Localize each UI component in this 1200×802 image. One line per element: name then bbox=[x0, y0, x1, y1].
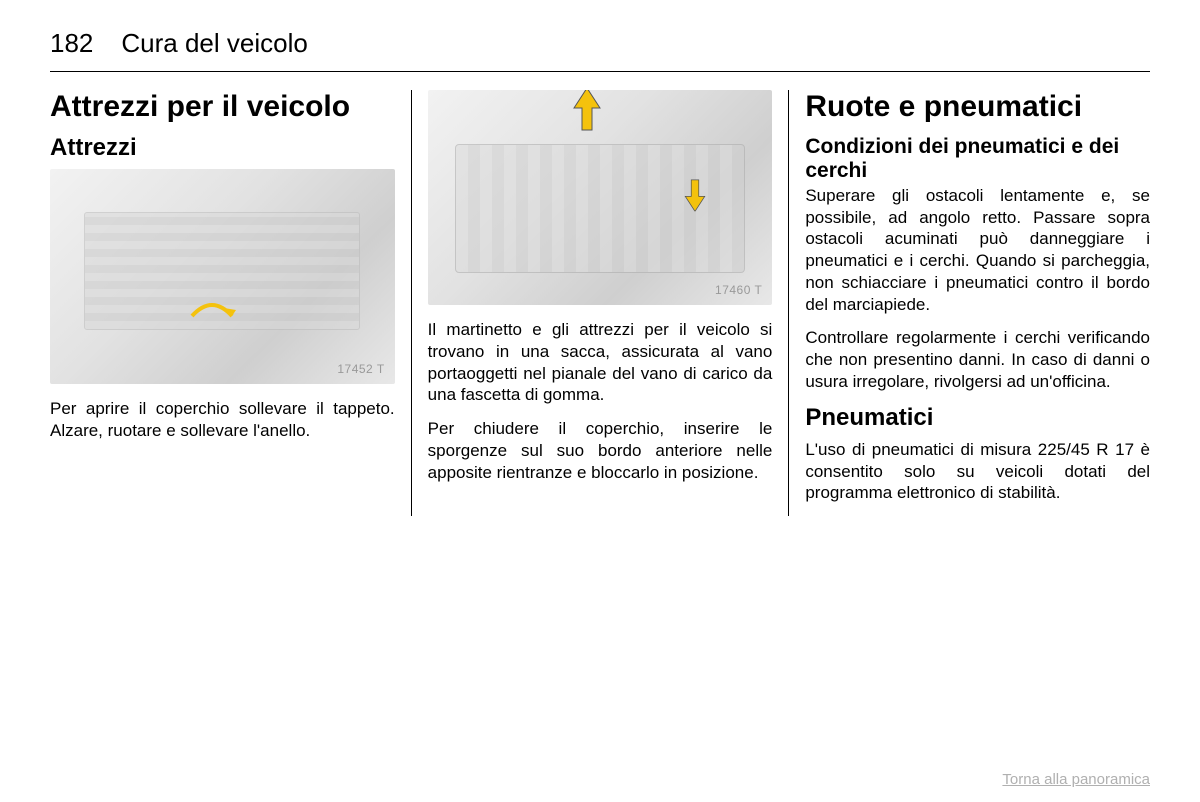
figure-trunk-tools: 17460 T bbox=[428, 90, 773, 305]
page-header: 182 Cura del veicolo bbox=[50, 28, 1150, 72]
rotate-arrow-icon bbox=[188, 298, 236, 322]
figure-tool-compartment: 17452 T bbox=[50, 169, 395, 384]
paragraph: Il martinetto e gli attrezzi per il veic… bbox=[428, 319, 773, 406]
manual-page: 182 Cura del veicolo Attrezzi per il vei… bbox=[0, 0, 1200, 536]
paragraph: Per aprire il coperchio sollevare il tap… bbox=[50, 398, 395, 442]
chapter-title: Cura del veicolo bbox=[121, 28, 307, 59]
column-middle: 17460 T Il martinetto e gli attrezzi per… bbox=[412, 90, 789, 516]
back-to-overview-link[interactable]: Torna alla panoramica bbox=[1002, 771, 1150, 788]
up-arrow-icon bbox=[572, 90, 602, 133]
subsection-heading-tyres: Pneumatici bbox=[805, 405, 1150, 431]
column-left: Attrezzi per il veicolo Attrezzi 17452 T… bbox=[50, 90, 411, 516]
paragraph: Per chiudere il coperchio, inserire le s… bbox=[428, 418, 773, 483]
section-heading-wheels: Ruote e pneumatici bbox=[805, 90, 1150, 125]
content-columns: Attrezzi per il veicolo Attrezzi 17452 T… bbox=[50, 90, 1150, 516]
down-arrow-icon bbox=[684, 177, 707, 211]
column-right: Ruote e pneumatici Condizioni dei pneuma… bbox=[789, 90, 1150, 516]
page-number: 182 bbox=[50, 28, 93, 59]
figure-label: 17452 T bbox=[337, 362, 384, 376]
paragraph: L'uso di pneumatici di misura 225/45 R 1… bbox=[805, 439, 1150, 504]
section-heading-tools: Attrezzi per il veicolo bbox=[50, 90, 395, 125]
subsection-heading-condition: Condizioni dei pneumatici e dei cerchi bbox=[805, 135, 1150, 183]
subsection-heading-attrezzi: Attrezzi bbox=[50, 135, 395, 161]
paragraph: Controllare regolarmente i cerchi verifi… bbox=[805, 327, 1150, 392]
figure-label: 17460 T bbox=[715, 283, 762, 297]
paragraph: Superare gli ostacoli lentamente e, se p… bbox=[805, 185, 1150, 316]
